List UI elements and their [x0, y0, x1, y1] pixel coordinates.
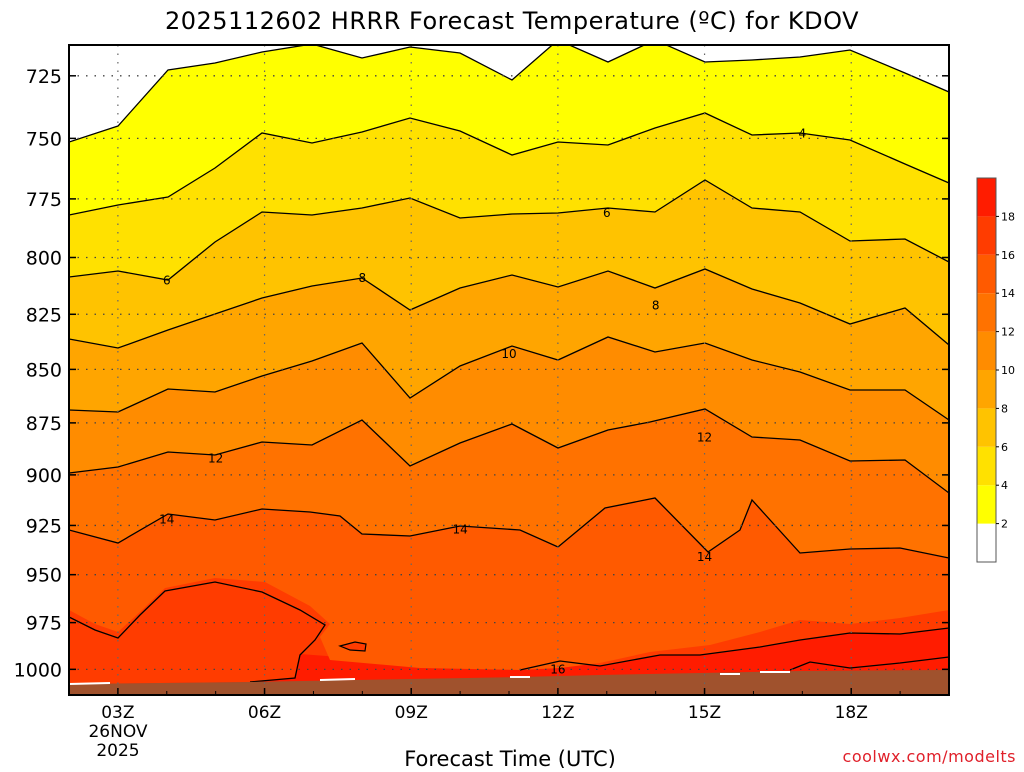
contour-label: 14	[697, 550, 712, 564]
contour-2	[69, 45, 949, 143]
band-under-2	[69, 45, 949, 142]
colorbar-tick-label: 16	[1001, 249, 1015, 262]
colorbar-tick-label: 10	[1001, 364, 1015, 377]
small-pocket-16	[338, 641, 367, 652]
y-tick-label: 950	[26, 565, 62, 587]
credit-text: coolwx.com/modelts	[843, 747, 1016, 766]
x-tick-label: 06Z	[248, 703, 281, 723]
colorbar-swatch	[977, 408, 996, 447]
colorbar-tick-label: 2	[1001, 518, 1008, 531]
contour-label: 14	[159, 512, 174, 526]
y-tick-label: 800	[26, 247, 62, 269]
x-date-year: 2025	[96, 741, 139, 761]
contour-4	[69, 112, 949, 216]
colorbar-tick-label: 18	[1001, 210, 1015, 223]
colorbar-tick-label: 6	[1001, 441, 1008, 454]
yellow-top-fill	[69, 45, 949, 215]
contour-lines	[69, 45, 949, 683]
x-tick-label: 18Z	[835, 703, 868, 723]
surface-edge-white	[69, 671, 790, 685]
contour-labels: 4 6 6 8 8 10 12 12 14 14 14 16	[159, 126, 807, 676]
contour-label: 12	[697, 431, 712, 445]
y-tick-label: 825	[26, 304, 62, 326]
y-tick-label: 875	[26, 413, 62, 435]
colorbar-tick-label: 14	[1001, 287, 1015, 300]
contour-label: 16	[550, 662, 565, 676]
x-tick-label: 09Z	[395, 703, 428, 723]
band-14-16	[69, 582, 325, 684]
y-tick-label: 850	[26, 359, 62, 381]
colorbar-swatch	[977, 523, 996, 562]
y-axis-ticks: 725 750 775 800 825 850 875 900 925 950 975 1000	[14, 66, 949, 681]
colorbar-swatch	[977, 178, 996, 217]
contour-label: 8	[652, 298, 660, 312]
contour-16b	[519, 627, 949, 671]
y-tick-label: 750	[26, 128, 62, 150]
contour-label: 8	[359, 271, 367, 285]
contour-label: 10	[501, 347, 516, 361]
y-tick-label: 725	[26, 66, 62, 88]
colorbar-swatch	[977, 216, 996, 255]
colorbar-tick-label: 4	[1001, 479, 1008, 492]
contour-label: 6	[603, 206, 611, 220]
x-date-day: 26NOV	[88, 722, 147, 742]
colorbar-swatch	[977, 485, 996, 524]
colorbar-tick-label: 12	[1001, 326, 1015, 339]
contour-16a	[69, 581, 326, 683]
contour-6	[69, 179, 949, 281]
colorbar-swatch	[977, 331, 996, 370]
colorbar-swatch	[977, 370, 996, 409]
colorbar: 2 4 6 8 10 12 14 16 18	[976, 177, 1015, 563]
x-tick-label: 15Z	[688, 703, 721, 723]
y-tick-label: 975	[26, 613, 62, 635]
x-axis-label: Forecast Time (UTC)	[404, 747, 616, 768]
colorbar-swatch	[977, 446, 996, 486]
x-tick-label: 12Z	[541, 703, 574, 723]
contour-18	[789, 656, 949, 671]
y-tick-label: 1000	[14, 659, 62, 681]
chart-title: 2025112602 HRRR Forecast Temperature (ºC…	[165, 7, 859, 35]
contour-label: 14	[452, 522, 467, 536]
y-tick-label: 775	[26, 189, 62, 211]
plot-area: 4 6 6 8 8 10 12 12 14 14 14 16 725 750 775 800 825 850 87…	[14, 44, 950, 723]
contour-label: 6	[163, 273, 171, 287]
colorbar-swatch	[977, 254, 996, 294]
contour-14	[69, 497, 949, 559]
surface-ground	[69, 670, 949, 695]
contour-12	[69, 408, 949, 494]
colorbar-swatch	[977, 293, 996, 332]
contour-label: 4	[799, 126, 807, 140]
x-tick-label: 03Z	[101, 703, 134, 723]
contour-8	[69, 268, 949, 349]
y-tick-label: 900	[26, 465, 62, 487]
colorbar-tick-label: 8	[1001, 402, 1008, 415]
contour-10	[69, 336, 949, 421]
temperature-bands	[69, 45, 949, 695]
x-axis-ticks: 03Z 06Z 09Z 12Z 15Z 18Z	[101, 688, 901, 723]
contour-label: 12	[208, 451, 223, 465]
y-tick-label: 925	[26, 515, 62, 537]
